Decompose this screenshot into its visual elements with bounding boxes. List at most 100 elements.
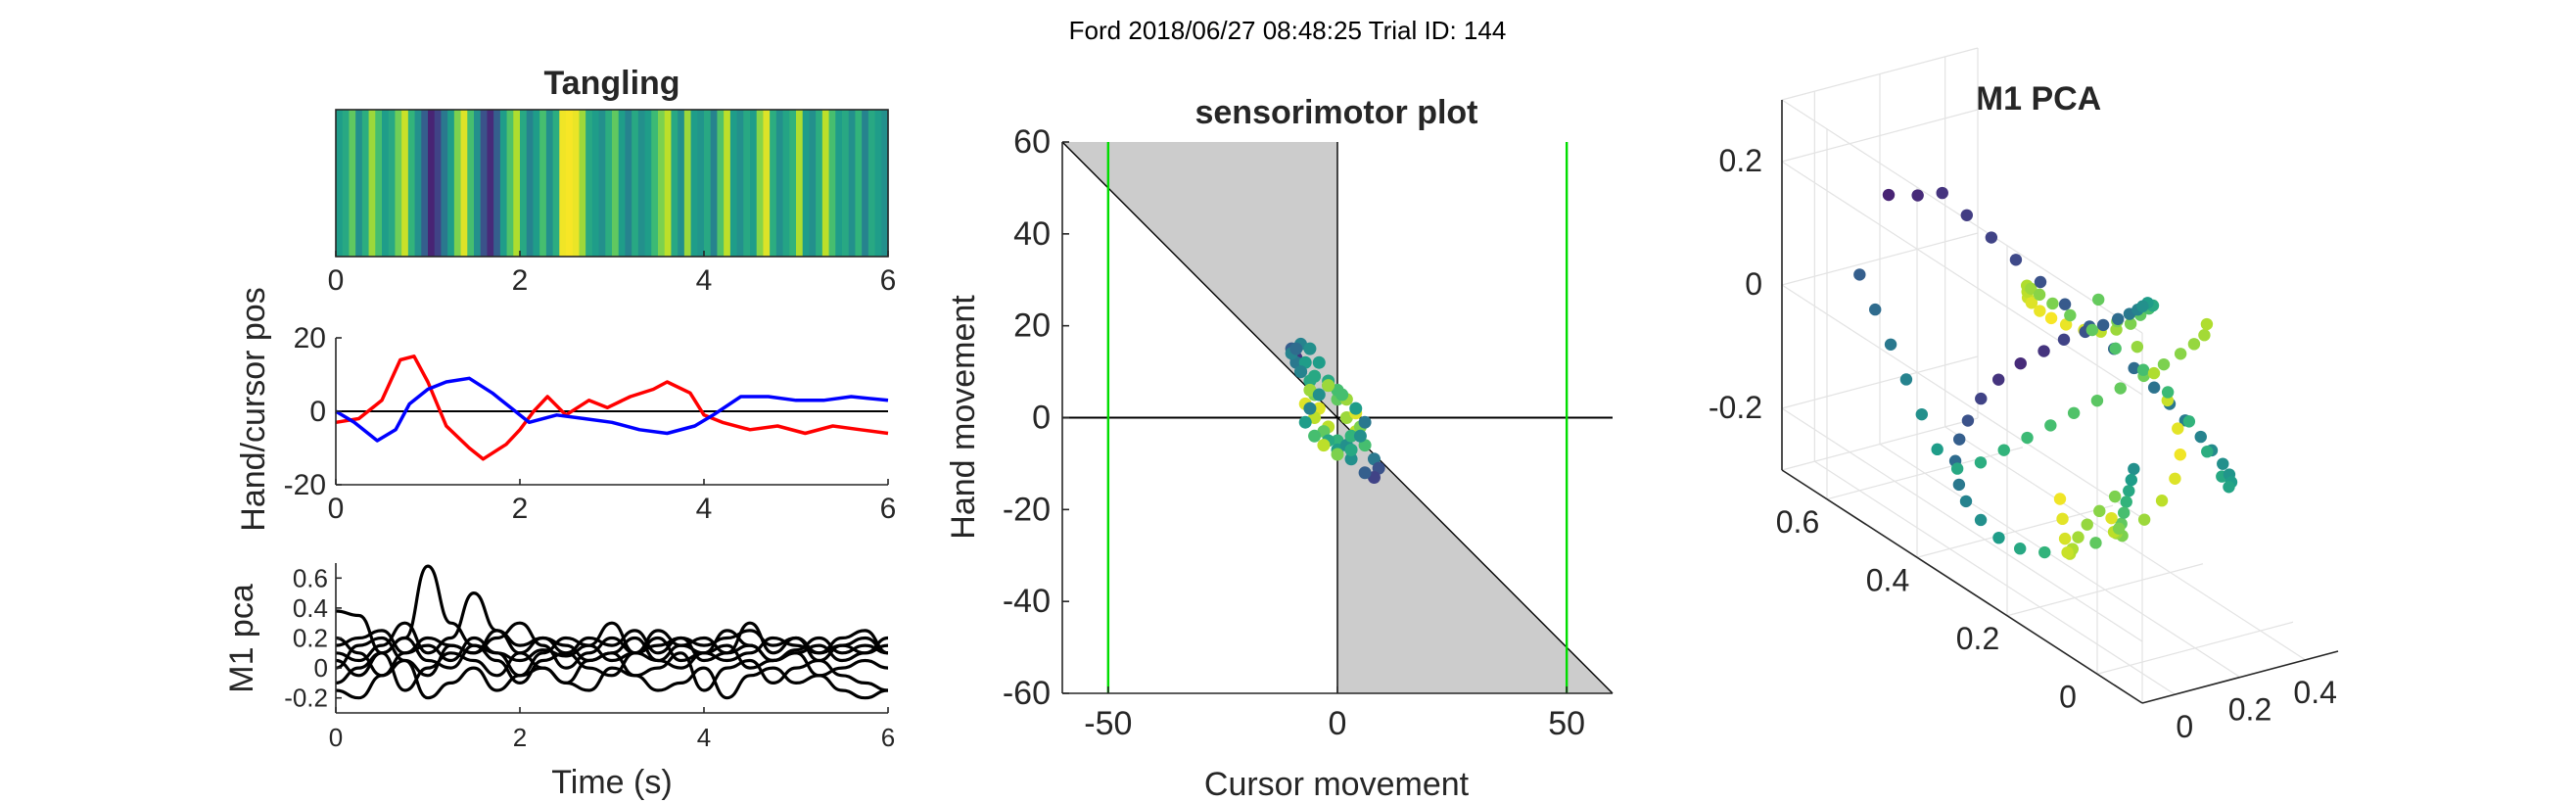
m1-pca-3d-point — [1997, 444, 2010, 456]
tangling-title: Tangling — [543, 65, 679, 102]
sensorimotor-ytick-label: 0 — [1032, 400, 1051, 437]
tangling-stripe — [342, 110, 351, 257]
m1-pca-3d-point — [2124, 317, 2137, 330]
sensorimotor-point — [1308, 429, 1322, 443]
m1-pca-3d-point — [1974, 513, 1988, 527]
m1-pca-3d-point — [2058, 298, 2072, 310]
grid-x-floor — [1944, 426, 2306, 661]
tangling-stripe — [539, 110, 547, 257]
m1-pca-3d-point — [1853, 268, 1866, 281]
tangling-stripe — [401, 110, 409, 257]
sensorimotor-point — [1358, 466, 1372, 480]
tangling-stripe — [842, 110, 850, 257]
hand-cursor-xtick-label: 2 — [512, 493, 529, 525]
m1-pca-3d-point — [2128, 462, 2140, 476]
m1-pca-3d-point — [2085, 323, 2099, 337]
box-edge — [1781, 47, 1979, 101]
m1-pca-3d-point — [2112, 522, 2126, 535]
m1-pca-3d-point — [2182, 415, 2196, 428]
m1-pca-3d-point — [2123, 485, 2135, 497]
m1-pca-3d-point — [2037, 345, 2050, 357]
m1-pca-3d-point — [2046, 297, 2059, 310]
m1-pca-3d-point — [2061, 545, 2074, 559]
sensorimotor-point — [1298, 415, 1312, 429]
m1-pca-3d-point — [1952, 478, 1966, 492]
tangling-axes-box — [335, 109, 889, 258]
tangling-stripe — [789, 110, 797, 257]
tangling-stripe — [763, 110, 771, 257]
m1-pca-3d-point — [2198, 329, 2211, 342]
tangling-stripe — [460, 110, 468, 257]
m1-pca-line-8 — [335, 636, 889, 685]
hand-cursor-xtick-label: 0 — [328, 493, 345, 525]
tangling-stripe — [421, 110, 429, 257]
hand-cursor-ytick-label: -20 — [284, 469, 326, 501]
tangling-stripe — [816, 110, 823, 257]
box-edge — [1781, 417, 1979, 471]
sensorimotor-point — [1358, 415, 1372, 429]
m1-pca-3d-point — [2025, 297, 2038, 309]
sensorimotor-ticks: -50 0 50 -60 -40 -20 0 20 40 60 — [1003, 123, 1585, 742]
sensorimotor-ytick-label: -40 — [1003, 583, 1051, 620]
m1-pca-3d-point — [2009, 254, 2023, 266]
m1-pca-3d-point — [2033, 288, 2046, 302]
tangling-stripe — [499, 110, 508, 257]
m1-pca-3d-ztick-label: 0 — [1745, 266, 1762, 302]
m1-pca-3d-point — [2081, 518, 2093, 531]
m1-pca-3d-point — [2194, 430, 2207, 444]
m1-pca-3d-point — [2044, 311, 2058, 325]
hand-cursor-red-line — [335, 354, 889, 461]
sensorimotor-xtick-label: 0 — [1329, 705, 1347, 742]
tangling-stripe — [428, 110, 436, 257]
m1-pca-3d-point — [1985, 231, 1998, 244]
tangling-stripe — [632, 110, 639, 257]
tangling-stripe — [566, 110, 574, 257]
m1-pca-3d-point — [2112, 312, 2125, 325]
m1-pca-3d-point — [2038, 545, 2051, 559]
m1-pca-plot — [335, 564, 889, 700]
tangling-stripe — [625, 110, 632, 257]
tangling-stripe — [467, 110, 475, 257]
tangling-stripe — [664, 110, 673, 257]
tangling-stripe — [704, 110, 712, 257]
m1-pca-3d-xtick-label: 0 — [2176, 709, 2193, 744]
m1-pca-3d-ytick-label: 0.6 — [1776, 504, 1819, 540]
tangling-xtick-label: 2 — [512, 264, 529, 297]
m1-pca-3d-point — [2128, 361, 2140, 375]
tangling-stripe — [441, 110, 448, 257]
sensorimotor-point — [1322, 379, 1335, 393]
tangling-stripe — [855, 110, 863, 257]
hand-cursor-blue-line — [335, 376, 889, 443]
tangling-stripe — [572, 110, 581, 257]
sensorimotor-point — [1349, 402, 1363, 415]
tangling-stripe — [395, 110, 402, 257]
sensorimotor-plot — [1061, 141, 1614, 694]
m1-pca-3d-point — [2174, 449, 2186, 461]
tangling-stripe — [585, 110, 593, 257]
m1-pca-3d-point — [2147, 381, 2161, 394]
m1-pca-3d-point — [2058, 532, 2072, 545]
tangling-heatmap — [336, 110, 889, 257]
m1-pca-3d-point — [2223, 481, 2235, 494]
tangling-stripe — [835, 110, 843, 257]
tangling-stripe — [336, 110, 344, 257]
m1-pca-3d-point — [2021, 431, 2034, 445]
m1-pca-3d-point — [1931, 443, 1944, 456]
m1-pca-line-1 — [335, 564, 889, 663]
tangling-stripe — [375, 110, 383, 257]
m1-pca-3d-point — [2044, 419, 2057, 432]
sensorimotor-point — [1344, 452, 1358, 466]
m1-pca-3d-point — [2200, 317, 2214, 331]
figure-suptitle: Ford 2018/06/27 08:48:25 Trial ID: 144 — [1069, 16, 1507, 45]
m1-pca-ytick-label: 0 — [314, 653, 328, 683]
sensorimotor-ytick-label: -60 — [1003, 675, 1051, 712]
m1-pca-ytick-label: 0.4 — [293, 593, 328, 623]
m1-pca-3d-ticks: 0 0.2 0.4 0 0.2 0.4 0.6 -0.2 0 0.2 — [1709, 143, 2337, 744]
m1-pca-3d-point — [2155, 495, 2169, 507]
tangling-xtick-label: 4 — [696, 264, 713, 297]
tangling-stripe — [683, 110, 692, 257]
tangling-xtick-label: 6 — [880, 264, 897, 297]
m1-pca-line-6 — [335, 658, 889, 700]
